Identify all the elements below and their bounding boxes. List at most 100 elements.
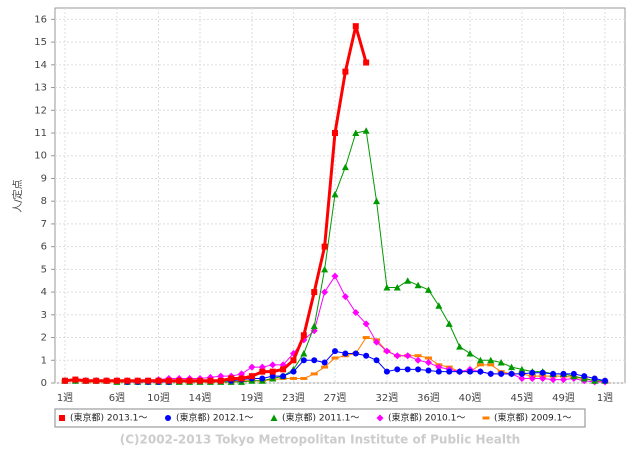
legend-marker [270,414,278,421]
data-point [549,376,557,384]
data-point [518,370,525,377]
data-point [559,376,567,384]
data-point [259,375,266,382]
data-point [103,377,110,384]
data-point [539,374,547,382]
data-point [383,284,391,291]
data-point [124,377,131,384]
y-tick-label: 16 [34,14,47,25]
data-point [394,366,401,373]
data-point [238,375,245,382]
data-point [373,338,381,346]
data-point [497,359,505,366]
x-tick-label: 1週 [597,392,613,404]
data-point [415,366,422,373]
y-tick-label: 8 [41,196,47,207]
data-point [383,347,391,355]
data-point [321,243,328,250]
x-tick-label: 23週 [282,392,305,404]
data-point [550,370,557,377]
y-tick-label: 9 [41,173,47,184]
data-point [280,373,287,380]
data-point [289,376,297,380]
x-tick-label: 19週 [241,392,264,404]
data-point [404,366,411,373]
y-tick-label: 2 [41,333,47,344]
data-point [82,377,89,384]
data-point [529,369,536,376]
data-point [310,372,318,376]
y-tick-label: 4 [41,287,47,298]
data-point [331,356,339,360]
data-point [393,284,401,291]
data-point [311,357,318,364]
data-point [456,343,464,350]
data-point [498,370,505,377]
data-point [362,320,370,328]
data-point [321,265,329,273]
data-point [456,368,463,375]
data-point [341,163,349,171]
data-point [352,350,359,357]
data-point [424,356,432,360]
legend-label: (東京都) 2012.1～ [176,412,253,424]
x-tick-label: 49週 [552,392,575,404]
legend-box [54,408,586,428]
data-point [363,352,370,359]
y-tick-label: 0 [41,378,47,389]
data-point [352,23,359,30]
data-point [414,356,422,364]
y-tick-label: 12 [34,105,47,116]
data-point [362,127,370,134]
data-point [62,377,68,384]
data-point [373,357,380,364]
data-point [435,368,442,375]
data-point [352,129,360,136]
plot-area [54,7,626,384]
legend-marker [482,416,490,420]
y-tick-label: 11 [34,128,47,139]
y-tick-label: 3 [41,310,47,321]
data-point [300,332,307,339]
x-tick-label: 10週 [147,392,170,404]
data-point [425,367,432,374]
data-point [393,352,401,360]
x-tick-label: 45週 [511,392,534,404]
data-point [404,277,412,284]
data-point [332,130,338,136]
data-point [467,368,473,375]
data-point [424,286,432,293]
data-point [331,272,339,280]
x-tick-label: 36週 [417,392,440,404]
data-point [528,374,536,382]
x-tick-label: 1週 [57,392,73,404]
data-point [508,363,516,371]
data-point [602,377,608,384]
data-point [414,281,422,289]
data-point [373,197,381,205]
legend-label: (東京都) 2010.1～ [388,412,465,424]
data-point [248,373,255,380]
x-tick-label: 27週 [324,392,347,404]
data-point [352,309,360,317]
legend-marker [59,415,65,421]
y-axis-label: 人/定点 [11,179,24,212]
data-point [424,359,432,367]
data-point [197,377,203,384]
legend-label: (東京都) 2009.1～ [494,412,571,424]
y-tick-label: 6 [41,242,47,253]
data-point [518,365,526,373]
y-tick-label: 14 [34,60,47,71]
data-point [570,370,577,377]
y-tick-label: 13 [34,83,47,94]
data-point [311,289,318,296]
data-point [508,370,515,377]
data-point [269,373,276,380]
data-point [518,374,526,382]
data-point [476,356,484,364]
data-point [186,377,193,384]
y-tick-label: 1 [41,355,47,366]
data-point [93,377,100,384]
data-point [113,377,120,384]
